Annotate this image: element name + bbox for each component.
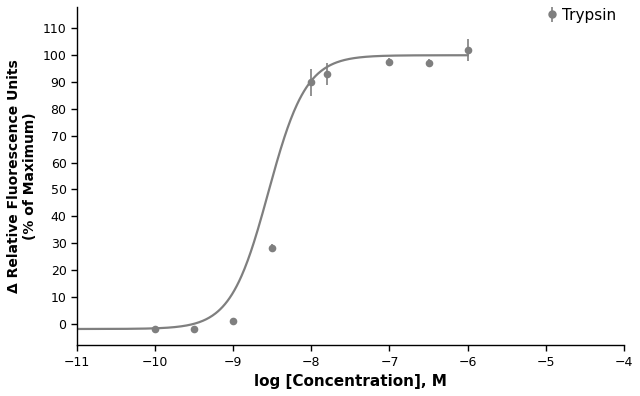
X-axis label: log [Concentration], M: log [Concentration], M: [254, 374, 447, 389]
Y-axis label: Δ Relative Fluorescence Units
(% of Maximum): Δ Relative Fluorescence Units (% of Maxi…: [7, 59, 37, 293]
Legend: Trypsin: Trypsin: [550, 8, 616, 23]
